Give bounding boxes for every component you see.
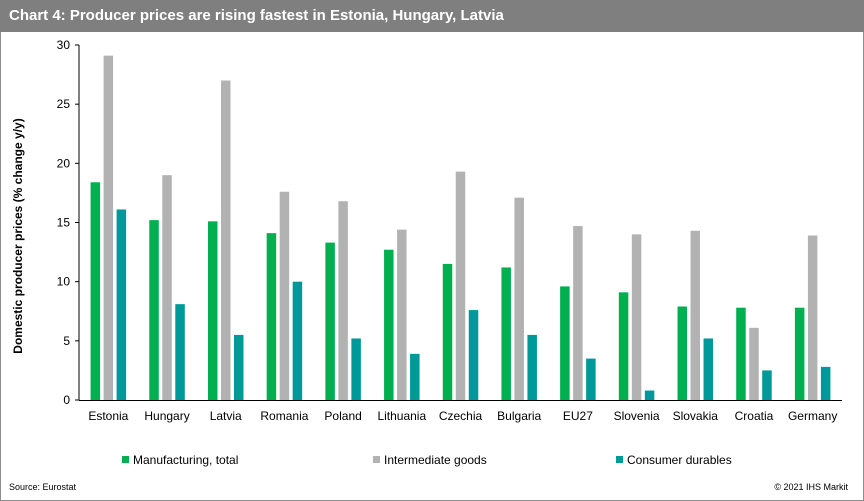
- y-tick-label: 25: [57, 97, 71, 111]
- bar-bulgaria-series-2: [514, 197, 524, 400]
- y-tick-label: 5: [63, 334, 70, 348]
- bar-romania-series-2: [279, 191, 290, 400]
- bar-croatia-series-3: [762, 370, 772, 400]
- bar-eu27-series-1: [560, 286, 570, 400]
- y-tick-label: 15: [57, 216, 71, 230]
- bar-hungary-series-2: [162, 175, 172, 400]
- bar-croatia-series-2: [749, 327, 759, 400]
- x-tick-label-estonia: Estonia: [88, 409, 128, 423]
- x-tick-label-lithuania: Lithuania: [377, 409, 426, 423]
- bar-croatia-series-1: [736, 307, 746, 400]
- bar-germany-series-1: [794, 307, 805, 400]
- x-tick-label-romania: Romania: [260, 409, 308, 423]
- bar-slovenia-series-2: [631, 234, 642, 400]
- bar-romania-series-3: [292, 281, 303, 400]
- bar-lithuania-series-3: [410, 353, 420, 400]
- bar-bulgaria-series-3: [527, 334, 537, 400]
- bar-estonia-series-1: [90, 182, 101, 400]
- x-tick-label-poland: Poland: [324, 409, 361, 423]
- bar-slovakia-series-1: [677, 306, 688, 400]
- bar-eu27-series-3: [586, 358, 596, 400]
- legend: Manufacturing, total Intermediate goods Co…: [122, 453, 732, 467]
- y-axis-label: Domestic producer prices (% change y/y): [11, 118, 25, 353]
- title-bar: Chart 4: Producer prices are rising fast…: [0, 0, 864, 32]
- bar-lithuania-series-2: [397, 229, 407, 400]
- bars-group: [90, 55, 831, 401]
- x-tick-label-hungary: Hungary: [144, 409, 189, 423]
- y-tick-label: 30: [57, 38, 71, 52]
- x-tick-label-czechia: Czechia: [439, 409, 483, 423]
- x-tick-label-germany: Germany: [788, 409, 837, 423]
- legend-swatch-3: [616, 456, 623, 463]
- x-tick-label-eu27: EU27: [563, 409, 593, 423]
- bar-poland-series-2: [338, 201, 348, 400]
- bar-slovenia-series-1: [618, 292, 629, 400]
- x-tick-label-slovakia: Slovakia: [673, 409, 719, 423]
- bar-bulgaria-series-1: [501, 267, 511, 400]
- legend-label-3: Consumer durables: [627, 453, 732, 467]
- bar-latvia-series-2: [220, 80, 231, 400]
- y-tick-label: 10: [57, 275, 71, 289]
- x-tick-label-bulgaria: Bulgaria: [497, 409, 541, 423]
- x-tick-label-croatia: Croatia: [735, 409, 774, 423]
- legend-swatch-1: [122, 456, 129, 463]
- copyright-note: © 2021 IHS Markit: [774, 482, 848, 492]
- bar-germany-series-2: [807, 235, 818, 400]
- legend-swatch-2: [373, 456, 380, 463]
- source-note: Source: Eurostat: [9, 482, 77, 492]
- x-tick-label-latvia: Latvia: [210, 409, 242, 423]
- bar-czechia-series-2: [455, 171, 466, 400]
- y-tick-label: 20: [57, 156, 71, 170]
- y-tick-label: 0: [63, 393, 70, 407]
- bar-poland-series-1: [325, 242, 335, 400]
- bar-eu27-series-2: [573, 226, 583, 400]
- chart-title: Chart 4: Producer prices are rising fast…: [9, 7, 504, 24]
- bar-latvia-series-1: [207, 221, 218, 400]
- bar-czechia-series-1: [442, 263, 453, 400]
- y-ticks-group: 0 5 10 15 20 25 30: [57, 38, 79, 407]
- bar-czechia-series-3: [468, 310, 479, 400]
- x-tick-label-slovenia: Slovenia: [614, 409, 660, 423]
- bar-romania-series-1: [266, 233, 277, 400]
- bar-hungary-series-1: [149, 220, 159, 400]
- bar-lithuania-series-1: [384, 249, 394, 400]
- bar-hungary-series-3: [175, 304, 185, 400]
- legend-label-1: Manufacturing, total: [133, 453, 238, 467]
- bar-poland-series-3: [351, 338, 361, 400]
- bar-estonia-series-2: [103, 55, 114, 401]
- bar-germany-series-3: [820, 366, 831, 400]
- bar-estonia-series-3: [116, 209, 127, 400]
- bar-slovakia-series-3: [703, 338, 714, 400]
- bar-slovakia-series-2: [690, 230, 701, 400]
- legend-label-2: Intermediate goods: [384, 453, 487, 467]
- bar-latvia-series-3: [233, 334, 244, 400]
- bar-slovenia-series-3: [644, 390, 655, 400]
- x-labels-group: Estonia Hungary Latvia Romania Poland Lithuan…: [88, 409, 837, 423]
